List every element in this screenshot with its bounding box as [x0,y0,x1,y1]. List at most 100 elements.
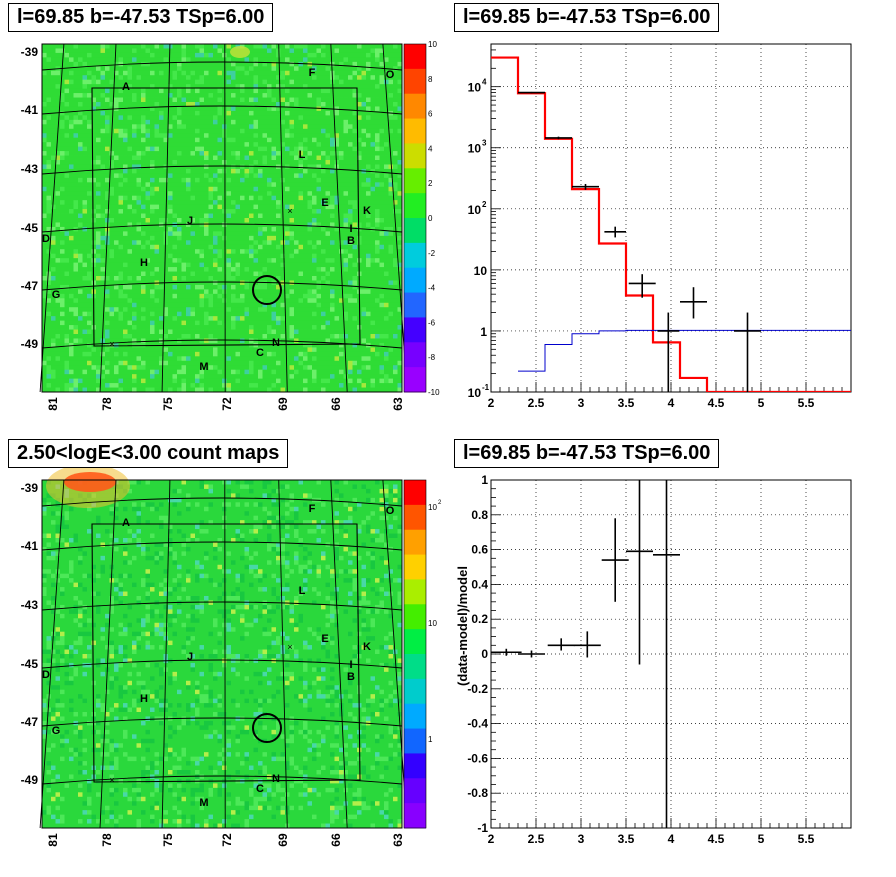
map-pixel [271,369,277,375]
map-pixel [204,240,209,246]
map-pixel [226,213,232,219]
map-pixel [195,133,200,139]
map-pixel [118,267,124,272]
map-pixel [244,195,250,201]
map-pixel [271,52,277,58]
map-pixel [316,182,322,188]
map-pixel [289,191,295,197]
map-pixel [96,66,101,72]
map-pixel [217,151,223,156]
map-pixel [82,249,88,255]
map-pixel [213,360,218,366]
map-pixel [321,329,326,335]
map-pixel [73,338,79,344]
map-pixel [195,320,200,326]
map-pixel [127,168,133,174]
map-pixel [132,44,137,49]
map-pixel [82,88,88,94]
map-pixel [240,253,245,259]
map-pixel [168,106,173,112]
map-pixel [267,253,272,259]
map-pixel [141,88,146,94]
map-pixel [109,231,115,237]
map-pixel [60,244,65,250]
map-pixel [195,222,200,228]
map-pixel [253,52,259,58]
map-pixel [100,298,106,304]
map-pixel [163,151,169,156]
map-pixel [235,258,241,264]
map-pixel [240,191,245,197]
map-pixel [64,213,70,219]
map-pixel [82,124,88,130]
map-pixel [123,186,128,192]
map-pixel [280,360,286,366]
map-pixel [267,369,272,375]
map-pixel [123,146,128,152]
map-pixel [195,240,200,246]
map-pixel [294,124,299,130]
map-pixel [285,334,290,339]
map-pixel [195,97,200,103]
map-pixel [168,128,173,134]
map-pixel [235,168,241,174]
map-pixel [195,383,200,388]
map-pixel [114,213,119,219]
map-pixel [159,84,164,90]
map-pixel [46,360,52,366]
map-pixel [159,186,164,192]
map-pixel [82,258,88,264]
map-pixel [51,52,56,58]
map-pixel [64,374,70,380]
map-pixel [249,61,254,67]
map-pixel [96,302,101,308]
map-pixel [154,383,160,388]
map-pixel [177,106,182,112]
map-pixel [87,128,92,134]
map-pixel [240,356,245,362]
map-pixel [114,226,119,232]
map-pixel [114,298,119,304]
map-pixel [217,360,223,366]
map-pixel [132,133,137,139]
map-pixel [258,369,263,375]
map-pixel [204,119,209,125]
map-pixel [159,329,164,335]
map-pixel [240,79,245,85]
map-pixel [87,110,92,116]
map-pixel [316,262,322,268]
map-pixel [204,142,209,148]
map-pixel [69,298,74,304]
map-pixel [127,97,133,103]
map-pixel [64,342,70,348]
map-pixel [132,164,137,170]
map-pixel [262,191,268,197]
map-pixel [186,70,191,76]
map-pixel [46,137,52,143]
map-pixel [78,218,83,223]
map-pixel [195,325,200,330]
map-pixel [307,200,313,206]
map-pixel [123,182,128,188]
map-pixel [136,320,142,326]
map-pixel [73,360,79,366]
map-pixel [226,155,232,161]
map-pixel [186,57,191,63]
map-pixel [325,79,331,85]
map-pixel [78,365,83,371]
map-pixel [199,155,205,161]
map-pixel [249,66,254,72]
map-pixel [222,142,227,148]
map-pixel [159,378,164,384]
map-pixel [69,276,74,281]
map-pixel [145,383,151,388]
map-pixel [109,329,115,335]
map-pixel [298,48,304,54]
map-pixel [96,119,101,125]
map-pixel [69,320,74,326]
map-pixel [172,387,178,393]
map-pixel [213,209,218,214]
map-pixel [244,374,250,380]
map-pixel [271,235,277,241]
map-pixel [303,173,308,179]
